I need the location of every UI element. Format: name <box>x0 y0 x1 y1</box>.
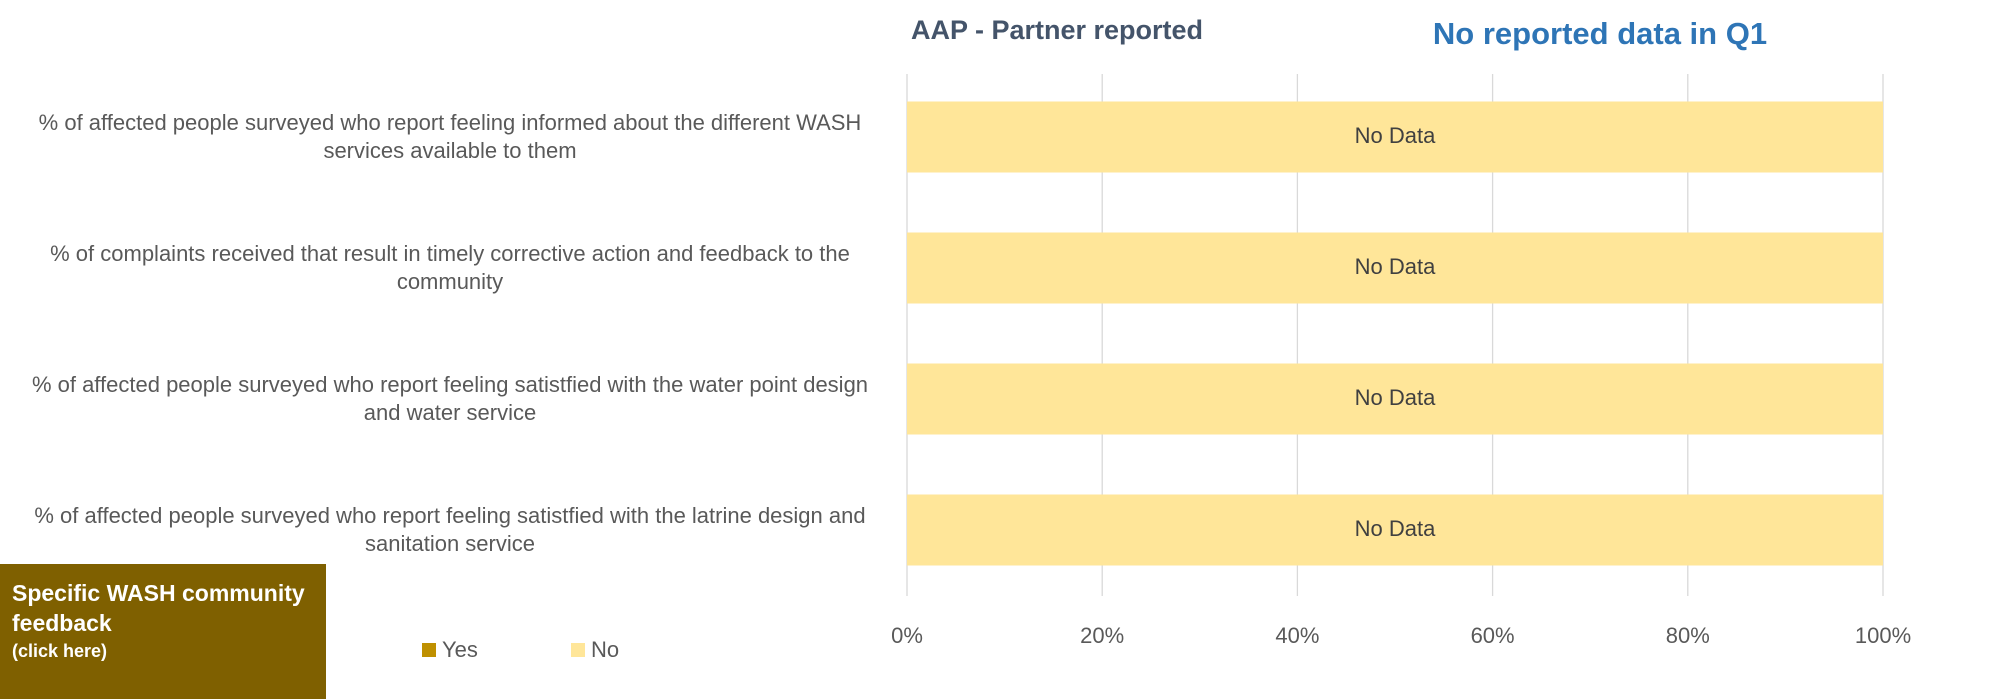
y-tick-label: % of complaints received that result in … <box>50 241 850 294</box>
chart-title: AAP - Partner reported <box>911 15 1203 45</box>
x-tick-label: 80% <box>1666 623 1710 648</box>
legend-label: No <box>591 637 619 662</box>
bar-segment <box>907 363 1883 435</box>
legend-label: Yes <box>442 637 478 662</box>
bar-segment <box>907 101 1883 173</box>
x-tick-label: 0% <box>891 623 923 648</box>
y-tick-label: % of affected people surveyed who report… <box>31 372 869 425</box>
legend-swatch <box>422 643 436 657</box>
x-tick-label: 20% <box>1080 623 1124 648</box>
annotation: No reported data in Q1 <box>1433 16 1767 51</box>
y-tick-label: % of affected people surveyed who report… <box>38 110 862 163</box>
data-label: No Data <box>1355 516 1436 541</box>
x-tick-label: 60% <box>1471 623 1515 648</box>
y-tick-label: % of affected people surveyed who report… <box>34 503 866 556</box>
bar-segment <box>907 494 1883 566</box>
legend-swatch <box>571 643 585 657</box>
data-label: No Data <box>1355 254 1436 279</box>
x-tick-label: 40% <box>1275 623 1319 648</box>
data-label: No Data <box>1355 385 1436 410</box>
button-subtitle[interactable]: (click here) <box>12 641 108 661</box>
x-tick-label: 100% <box>1855 623 1911 648</box>
bar-segment <box>907 232 1883 304</box>
button-title[interactable]: Specific WASH community feedback <box>12 580 305 636</box>
feedback-button[interactable]: Specific WASH community feedback (click … <box>0 564 326 699</box>
data-label: No Data <box>1355 123 1436 148</box>
